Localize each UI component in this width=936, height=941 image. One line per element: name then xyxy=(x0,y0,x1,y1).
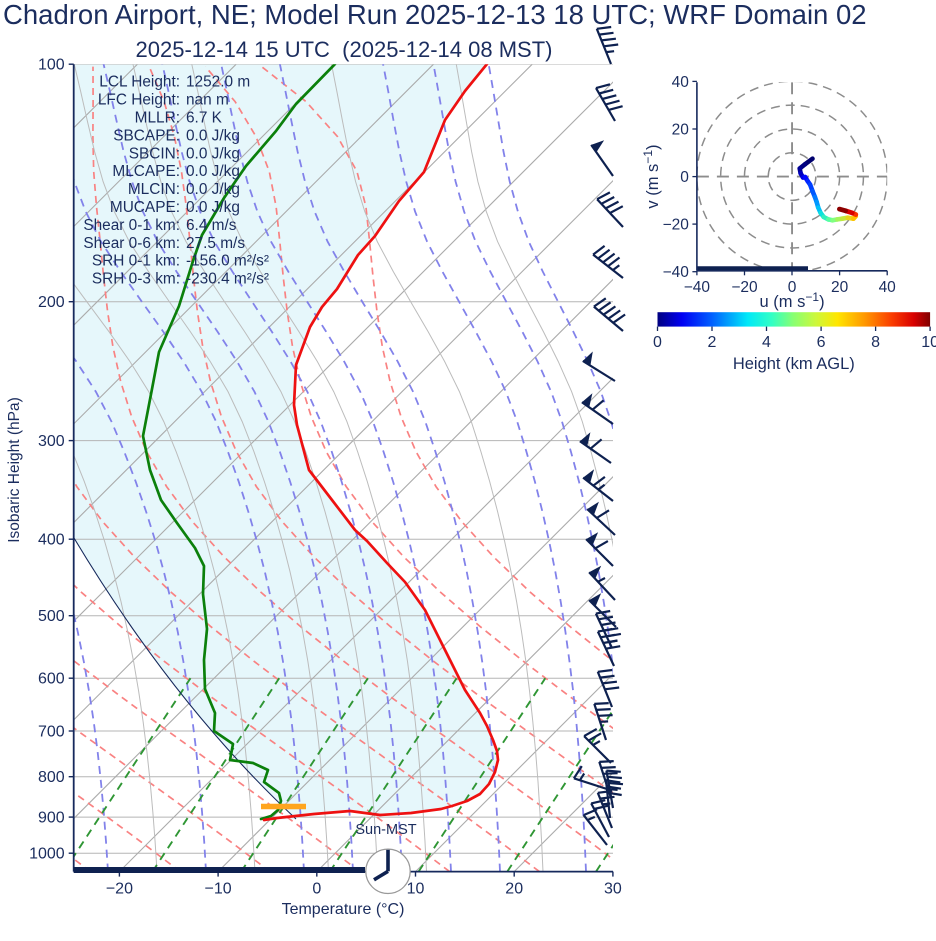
svg-text:1000: 1000 xyxy=(29,846,65,863)
svg-text:−20: −20 xyxy=(731,279,758,296)
svg-text:8: 8 xyxy=(871,334,880,351)
svg-text:0: 0 xyxy=(312,881,321,898)
svg-text:27.5 m/s: 27.5 m/s xyxy=(186,235,245,252)
svg-text:SBCAPE:: SBCAPE: xyxy=(113,127,180,144)
svg-text:Height (km AGL): Height (km AGL) xyxy=(733,355,855,373)
svg-text:6: 6 xyxy=(817,334,826,351)
svg-text:100: 100 xyxy=(38,57,65,74)
svg-text:40: 40 xyxy=(879,279,897,296)
svg-text:Isobaric Height (hPa): Isobaric Height (hPa) xyxy=(6,397,23,543)
svg-text:10: 10 xyxy=(407,881,425,898)
svg-text:−20: −20 xyxy=(106,881,133,898)
svg-text:30: 30 xyxy=(604,881,622,898)
svg-text:0: 0 xyxy=(653,334,662,351)
svg-text:nan m: nan m xyxy=(186,92,229,109)
svg-text:600: 600 xyxy=(38,671,65,688)
svg-text:Shear 0-1 km:: Shear 0-1 km: xyxy=(83,217,180,234)
svg-text:300: 300 xyxy=(38,433,65,450)
svg-text:10: 10 xyxy=(921,334,936,351)
svg-text:SRH 0-3 km:: SRH 0-3 km: xyxy=(92,271,180,288)
svg-text:-230.4 m²/s²: -230.4 m²/s² xyxy=(186,271,269,288)
svg-text:4: 4 xyxy=(762,334,771,351)
svg-text:−10: −10 xyxy=(205,881,232,898)
svg-text:0.0 J/kg: 0.0 J/kg xyxy=(186,181,240,198)
svg-text:800: 800 xyxy=(38,769,65,786)
svg-text:LFC Height:: LFC Height: xyxy=(98,92,180,109)
svg-text:0.0 J/kg: 0.0 J/kg xyxy=(186,145,240,162)
svg-text:−40: −40 xyxy=(663,264,690,281)
svg-text:900: 900 xyxy=(38,810,65,827)
svg-text:6.7 K: 6.7 K xyxy=(186,110,223,127)
svg-text:0.0 J/kg: 0.0 J/kg xyxy=(186,127,240,144)
svg-text:20: 20 xyxy=(672,122,690,139)
svg-text:2: 2 xyxy=(708,334,717,351)
svg-text:Temperature (°C): Temperature (°C) xyxy=(282,901,405,918)
svg-text:400: 400 xyxy=(38,532,65,549)
svg-text:Chadron Airport, NE; Model Run: Chadron Airport, NE; Model Run 2025-12-1… xyxy=(3,0,867,30)
svg-text:SRH 0-1 km:: SRH 0-1 km: xyxy=(92,253,180,270)
svg-text:MUCAPE:: MUCAPE: xyxy=(110,199,180,216)
svg-text:40: 40 xyxy=(672,74,690,91)
svg-text:LCL Height:: LCL Height: xyxy=(99,74,180,91)
svg-text:0.0 J/kg: 0.0 J/kg xyxy=(186,199,240,216)
svg-text:Sun-MST: Sun-MST xyxy=(355,822,416,838)
svg-text:MLCAPE:: MLCAPE: xyxy=(112,163,180,180)
svg-text:200: 200 xyxy=(38,294,65,311)
svg-text:MLLR:: MLLR: xyxy=(135,110,180,127)
svg-text:0: 0 xyxy=(680,169,689,186)
svg-text:−20: −20 xyxy=(663,217,690,234)
svg-text:0.0 J/kg: 0.0 J/kg xyxy=(186,163,240,180)
svg-text:SBCIN:: SBCIN: xyxy=(129,145,180,162)
svg-text:2025-12-14 15 UTC (2025-12-14: 2025-12-14 15 UTC (2025-12-14 08 MST) xyxy=(136,37,553,62)
svg-text:−40: −40 xyxy=(684,279,711,296)
svg-text:-156.0 m²/s²: -156.0 m²/s² xyxy=(186,253,269,270)
svg-text:6.4 m/s: 6.4 m/s xyxy=(186,217,237,234)
svg-text:MLCIN:: MLCIN: xyxy=(128,181,180,198)
svg-text:1252.0 m: 1252.0 m xyxy=(186,74,250,91)
svg-text:500: 500 xyxy=(38,608,65,625)
svg-text:20: 20 xyxy=(831,279,849,296)
svg-text:700: 700 xyxy=(38,724,65,741)
svg-text:20: 20 xyxy=(505,881,523,898)
svg-text:Shear 0-6 km:: Shear 0-6 km: xyxy=(83,235,180,252)
